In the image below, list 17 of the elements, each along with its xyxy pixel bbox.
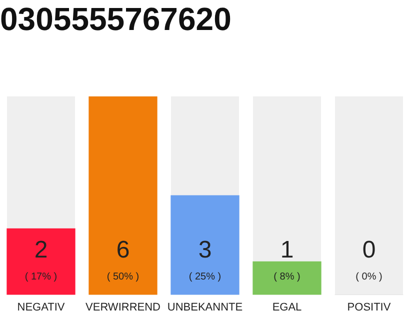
data-label: 6 <box>116 236 130 264</box>
data-label: 3 <box>198 236 212 264</box>
annotation: ( 25% ) <box>188 272 222 283</box>
x-tick-label: POSITIV <box>347 301 392 314</box>
bar <box>252 261 322 295</box>
data-label: 0 <box>362 236 376 264</box>
x-tick-label: EGAL <box>272 301 302 314</box>
annotation: ( 50% ) <box>106 272 140 283</box>
chart-title: 0305555767620 <box>0 1 232 38</box>
data-label: 2 <box>34 236 48 264</box>
x-tick-label: VERWIRREND <box>86 301 161 314</box>
annotation: ( 8% ) <box>274 272 300 283</box>
annotation: ( 17% ) <box>24 272 58 283</box>
data-label: 1 <box>280 236 294 264</box>
x-tick-label: UNBEKANNTE <box>167 301 243 314</box>
annotation: ( 0% ) <box>356 272 382 283</box>
x-tick-label: NEGATIV <box>17 301 66 314</box>
